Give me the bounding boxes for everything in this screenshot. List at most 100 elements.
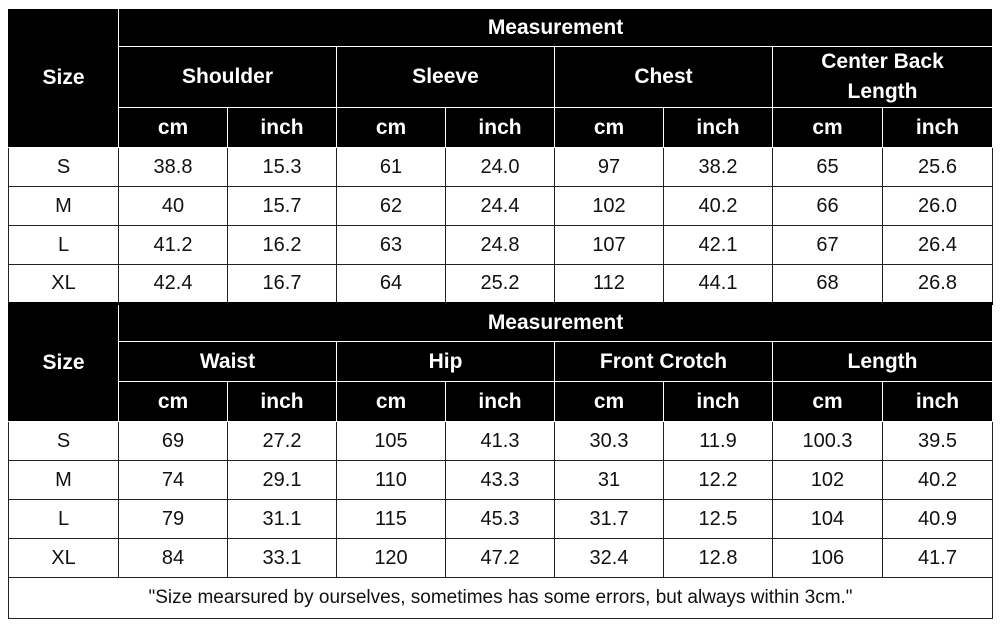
group-header-waist: Waist — [118, 341, 337, 382]
measurement-header: Measurement — [117, 302, 994, 342]
value-cell: 25.2 — [445, 264, 555, 304]
value-cell: 40 — [118, 186, 228, 226]
value-cell: 61 — [336, 147, 446, 187]
size-chart-table: Size Measurement Shoulder Sleeve Chest C… — [7, 8, 994, 619]
unit-inch: inch — [227, 107, 337, 148]
size-cell: M — [8, 460, 119, 500]
unit-header-row: cm inch cm inch cm inch cm inch — [9, 107, 994, 148]
unit-inch: inch — [881, 381, 994, 422]
size-cell: L — [8, 499, 119, 539]
table-row: M 74 29.1 110 43.3 31 12.2 102 40.2 — [8, 460, 994, 500]
value-cell: 39.5 — [881, 421, 994, 461]
value-cell: 12.8 — [663, 538, 773, 578]
value-cell: 79 — [118, 499, 228, 539]
size-chart: Size Measurement Shoulder Sleeve Chest C… — [7, 8, 994, 619]
value-cell: 102 — [772, 460, 883, 500]
value-cell: 105 — [336, 421, 446, 461]
unit-cm: cm — [336, 107, 446, 148]
value-cell: 120 — [336, 538, 446, 578]
value-cell: 40.9 — [881, 499, 994, 539]
value-cell: 12.5 — [663, 499, 773, 539]
value-cell: 41.2 — [118, 225, 228, 265]
value-cell: 42.4 — [118, 264, 228, 304]
value-cell: 16.2 — [227, 225, 337, 265]
value-cell: 40.2 — [663, 186, 773, 226]
table-row: L 41.2 16.2 63 24.8 107 42.1 67 26.4 — [8, 225, 994, 265]
value-cell: 107 — [554, 225, 664, 265]
unit-cm: cm — [118, 381, 228, 422]
value-cell: 102 — [554, 186, 664, 226]
value-cell: 40.2 — [881, 460, 994, 500]
value-cell: 45.3 — [445, 499, 555, 539]
value-cell: 69 — [118, 421, 228, 461]
value-cell: 62 — [336, 186, 446, 226]
unit-cm: cm — [118, 107, 228, 148]
value-cell: 74 — [118, 460, 228, 500]
value-cell: 67 — [772, 225, 883, 265]
unit-cm: cm — [336, 381, 446, 422]
value-cell: 31.7 — [554, 499, 664, 539]
group-header-chest: Chest — [554, 46, 773, 108]
value-cell: 44.1 — [663, 264, 773, 304]
table-row: XL 42.4 16.7 64 25.2 112 44.1 68 26.8 — [8, 264, 994, 304]
measurement-disclaimer: "Size mearsured by ourselves, sometimes … — [7, 577, 994, 619]
size-cell: XL — [8, 264, 119, 304]
value-cell: 41.7 — [881, 538, 994, 578]
value-cell: 38.2 — [663, 147, 773, 187]
unit-inch: inch — [881, 107, 994, 148]
value-cell: 24.8 — [445, 225, 555, 265]
value-cell: 38.8 — [118, 147, 228, 187]
group-header-hip: Hip — [336, 341, 555, 382]
value-cell: 115 — [336, 499, 446, 539]
unit-inch: inch — [445, 381, 555, 422]
group-header-front-crotch: Front Crotch — [554, 341, 773, 382]
value-cell: 33.1 — [227, 538, 337, 578]
value-cell: 26.4 — [881, 225, 994, 265]
value-cell: 106 — [772, 538, 883, 578]
value-cell: 42.1 — [663, 225, 773, 265]
value-cell: 66 — [772, 186, 883, 226]
value-cell: 29.1 — [227, 460, 337, 500]
value-cell: 27.2 — [227, 421, 337, 461]
value-cell: 26.0 — [881, 186, 994, 226]
value-cell: 41.3 — [445, 421, 555, 461]
value-cell: 43.3 — [445, 460, 555, 500]
size-header: Size — [8, 302, 119, 422]
measurement-header: Measurement — [117, 8, 994, 47]
value-cell: 30.3 — [554, 421, 664, 461]
group-header-length: Length — [771, 341, 994, 382]
group-header-label: Center Back Length — [821, 50, 944, 103]
value-cell: 16.7 — [227, 264, 337, 304]
group-header-sleeve: Sleeve — [336, 46, 555, 108]
value-cell: 25.6 — [881, 147, 994, 187]
value-cell: 26.8 — [881, 264, 994, 304]
unit-cm: cm — [772, 107, 883, 148]
value-cell: 15.3 — [227, 147, 337, 187]
value-cell: 65 — [772, 147, 883, 187]
value-cell: 15.7 — [227, 186, 337, 226]
group-header-center-back-length: Center Back Length — [771, 46, 994, 108]
value-cell: 31.1 — [227, 499, 337, 539]
unit-cm: cm — [772, 381, 883, 422]
table-row: S 69 27.2 105 41.3 30.3 11.9 100.3 39.5 — [8, 421, 994, 461]
table-row: XL 84 33.1 120 47.2 32.4 12.8 106 41.7 — [8, 538, 994, 578]
value-cell: 24.0 — [445, 147, 555, 187]
value-cell: 47.2 — [445, 538, 555, 578]
size-cell: S — [8, 421, 119, 461]
table-row: L 79 31.1 115 45.3 31.7 12.5 104 40.9 — [8, 499, 994, 539]
value-cell: 64 — [336, 264, 446, 304]
unit-inch: inch — [445, 107, 555, 148]
value-cell: 104 — [772, 499, 883, 539]
table-row: S 38.8 15.3 61 24.0 97 38.2 65 25.6 — [8, 147, 994, 187]
value-cell: 12.2 — [663, 460, 773, 500]
size-cell: S — [8, 147, 119, 187]
value-cell: 110 — [336, 460, 446, 500]
unit-inch: inch — [663, 381, 773, 422]
unit-cm: cm — [554, 107, 664, 148]
size-cell: M — [8, 186, 119, 226]
size-cell: XL — [8, 538, 119, 578]
unit-inch: inch — [227, 381, 337, 422]
size-cell: L — [8, 225, 119, 265]
value-cell: 24.4 — [445, 186, 555, 226]
unit-header-row: cm inch cm inch cm inch cm inch — [9, 381, 994, 422]
